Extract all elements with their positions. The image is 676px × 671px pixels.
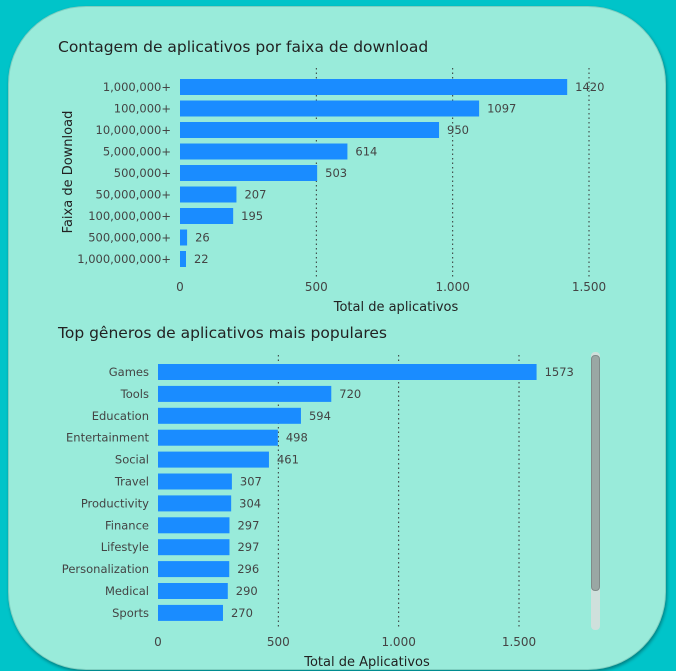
chart2-data-label: 720 [339,387,361,401]
chart-downloads: 0 500 1.000 1.500 1,000,000+ 1420 100,000+ 1097… [61,68,606,315]
chart2-category-label: Tools [120,387,149,401]
chart2-category-label: Medical [105,584,149,598]
chart2-bar [158,495,232,512]
chart2-category-label: Productivity [81,496,149,510]
chart1-bar [180,79,568,95]
chart2-title: Top gêneros de aplicativos mais populare… [58,324,387,342]
chart1-data-label: 950 [447,123,469,137]
chart1-data-label: 207 [244,188,266,202]
chart1-xtick-label: 500 [305,280,328,294]
chart2-data-label: 594 [309,409,331,423]
chart2-bar [158,451,269,468]
chart1-xtick-label: 1.500 [572,280,606,294]
chart2-data-label: 297 [237,518,259,532]
chart2-bar [158,539,230,556]
chart2-bar [158,385,332,402]
chart2-data-label: 290 [236,584,258,598]
chart1-category-label: 500,000,000+ [88,231,171,245]
chart1-bar [180,122,440,138]
chart2-bar [158,429,278,446]
chart2-category-label: Personalization [62,562,149,576]
chart2-category-label: Travel [114,475,149,489]
chart1-category-label: 100,000+ [114,102,171,116]
chart2-xtick-label: 1.500 [502,635,536,649]
chart1-bar [180,143,348,160]
chart2-category-label: Games [109,365,149,379]
chart2-bar [158,407,301,424]
chart1-data-label: 1420 [575,80,604,94]
chart1-data-label: 614 [355,145,377,159]
chart2-xtick-label: 500 [267,635,290,649]
chart2-data-label: 498 [286,431,308,445]
chart1-category-label: 5,000,000+ [103,145,171,159]
chart2-bar [158,561,230,578]
chart2-data-label: 297 [237,540,259,554]
chart1-data-label: 503 [325,166,347,180]
chart1-y-axis-title: Faixa de Download [61,111,76,234]
chart2-x-axis-title: Total de Aplicativos [303,655,430,670]
chart1-data-label: 1097 [487,102,516,116]
chart1-category-label: 500,000+ [114,166,171,180]
chart1-bar [180,208,234,224]
chart2-category-label: Lifestyle [101,540,149,554]
chart2-bar [158,583,228,599]
chart1-x-axis-title: Total de aplicativos [333,300,459,315]
chart1-data-label: 26 [195,231,210,245]
chart2-category-label: Social [115,453,149,467]
chart2-data-label: 461 [277,453,299,467]
chart1-bar [180,165,318,181]
chart2-category-label: Education [92,409,149,423]
chart2-xtick-label: 1.000 [381,635,415,649]
chart1-xtick-label: 0 [176,280,184,294]
chart1-xtick-label: 1.000 [435,280,469,294]
chart1-data-label: 195 [241,209,263,223]
chart2-data-label: 296 [237,562,259,576]
chart1-bar [180,229,188,246]
chart1-title: Contagem de aplicativos por faixa de dow… [58,38,429,56]
chart1-category-label: 50,000,000+ [96,188,171,202]
chart2-bar [158,364,537,380]
chart2-bar [158,517,230,534]
chart2-category-label: Sports [112,606,149,620]
chart2-data-label: 307 [240,475,262,489]
chart2-bar [158,473,232,490]
chart2-category-label: Entertainment [66,431,149,445]
chart1-category-label: 1,000,000+ [103,80,171,94]
chart2-data-label: 1573 [545,365,574,379]
chart2-category-label: Finance [105,518,149,532]
chart1-data-label: 22 [194,252,209,266]
chart2-xtick-label: 0 [154,635,162,649]
chart1-bar [180,186,237,203]
chart2-data-label: 304 [239,496,261,510]
chart1-category-label: 100,000,000+ [88,209,171,223]
chart1-category-label: 1,000,000,000+ [77,252,171,266]
chart2-scrollbar-thumb[interactable] [591,355,600,591]
chart1-bar [180,251,186,267]
chart1-bar [180,100,480,117]
chart2-data-label: 270 [231,606,253,620]
dashboard-card [8,6,666,670]
chart1-category-label: 10,000,000+ [96,123,171,137]
chart2-bar [158,604,223,621]
